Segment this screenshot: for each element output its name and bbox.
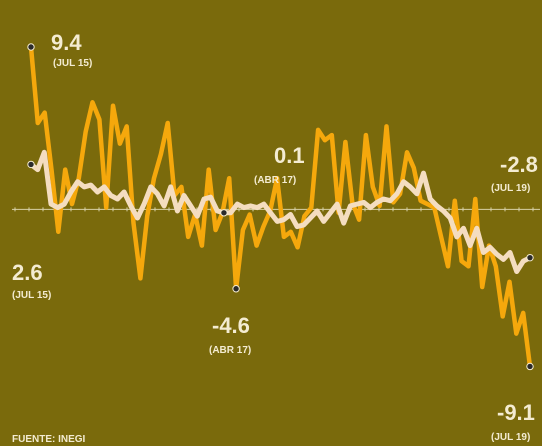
annotation-date: (ABR 17): [209, 345, 251, 356]
annotation-date: (JUL 19): [491, 183, 530, 194]
annotation-date: (JUL 15): [12, 290, 51, 301]
annotation-value: -9.1: [497, 400, 535, 425]
annotation-value: 9.4: [51, 30, 82, 55]
annotation-value: -4.6: [212, 313, 250, 338]
baseline-layer: [12, 207, 540, 212]
annotation-value: 0.1: [274, 143, 305, 168]
annotation-date: (ABR 17): [254, 175, 296, 186]
annotation-date: (JUL 19): [491, 432, 530, 443]
annotation-marker: [27, 43, 35, 51]
marker-layer: [27, 43, 534, 371]
annotation-marker: [232, 285, 240, 293]
annotation-value: 2.6: [12, 260, 43, 285]
annotation-layer: 9.4 (JUL 15) 2.6 (JUL 15) 0.1 (ABR 17) -4.6 (AB…: [12, 30, 538, 443]
series-layer: [28, 44, 533, 369]
source-label: FUENTE: INEGI: [12, 434, 86, 445]
annotation-marker: [27, 160, 35, 169]
annotation-marker: [220, 209, 228, 217]
annotation-value: -2.8: [500, 152, 538, 177]
annotation-marker: [526, 362, 534, 371]
annotation-marker: [526, 253, 534, 262]
series-line-1: [28, 44, 533, 369]
series-line-2: [28, 149, 533, 274]
annotation-date: (JUL 15): [53, 58, 92, 69]
